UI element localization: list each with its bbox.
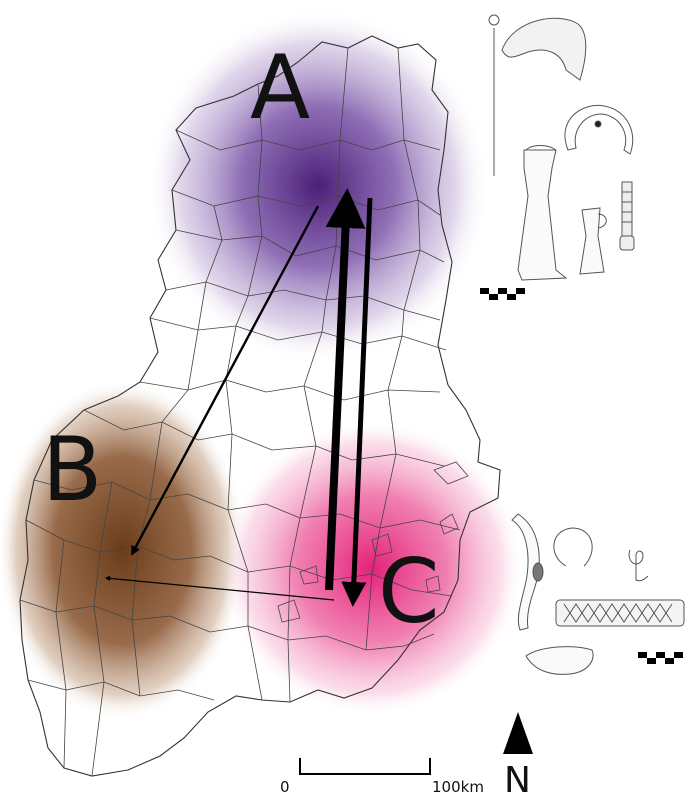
island-shapes [277,461,469,623]
arrow-c-to-b [104,575,335,601]
scale-end-label: 100km [432,778,484,796]
region-label-a: A [250,36,310,139]
checker-scale-icon [638,652,683,664]
arrow-a-to-c-thick [325,188,366,591]
spiral-icon [628,549,649,582]
county-boundaries [19,47,461,777]
movement-arrows [104,188,373,607]
region-label-c: C [378,540,439,643]
scale-start-label: 0 [280,778,290,796]
torc-icon [564,104,634,155]
ring-icon [553,527,593,567]
coiled-pin-icon [619,181,635,251]
chisel-icon [579,207,607,275]
arrow-a-to-b [130,205,320,556]
checker-scale-icon [480,288,525,300]
sickle-icon [501,17,587,81]
north-label: N [504,760,531,798]
region-b-halo [0,380,247,720]
pin-icon [488,14,500,176]
blade-icon [525,646,594,675]
axe-icon [517,145,568,281]
scale-bar [299,758,431,775]
artifact-group-south [511,513,685,675]
region-label-b: B [42,418,102,521]
arrow-c-to-a-medium [341,197,373,607]
brooch-icon [511,513,544,631]
region-c-halo [220,420,524,716]
artifact-group-north [480,14,635,300]
decorated-band-icon [555,599,685,627]
coastline-outline [19,35,501,777]
north-arrow-icon [503,712,533,754]
